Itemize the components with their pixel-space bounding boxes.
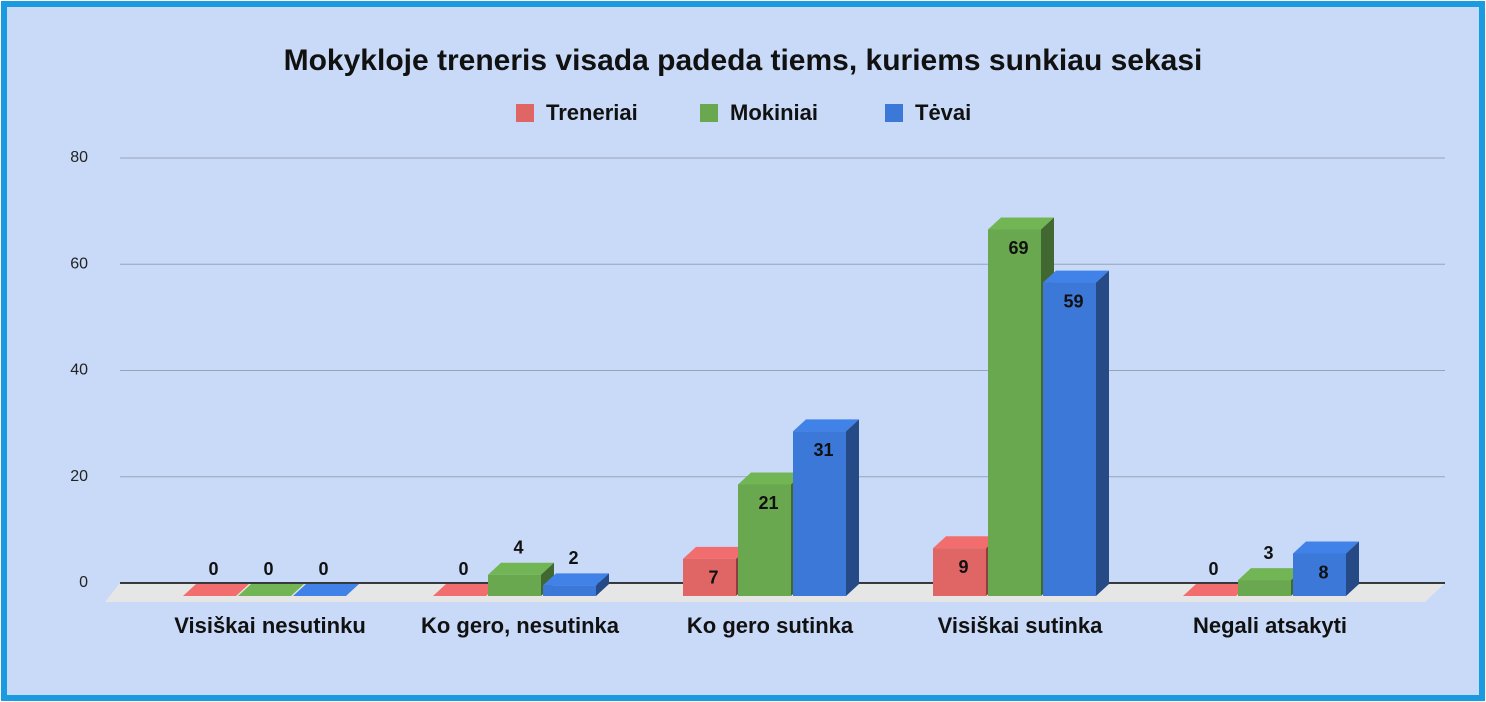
data-label: 59 [1063,291,1083,311]
data-label: 0 [1208,559,1218,579]
legend-swatch [700,104,718,122]
y-tick-label: 20 [70,468,88,485]
x-tick-label: Ko gero, nesutinka [420,613,620,638]
bar-top [488,562,554,575]
legend-label: Treneriai [546,100,638,125]
y-tick-label: 0 [79,574,88,591]
y-tick-label: 40 [70,362,88,379]
bar [1043,270,1109,596]
data-label: 0 [208,559,218,579]
bar-top [683,546,749,559]
bar-top [433,584,499,596]
legend-swatch [516,104,534,122]
bar [238,584,304,596]
data-label: 0 [318,559,328,579]
bar-side [596,573,609,596]
bar-front [988,229,1041,596]
bar-front [1043,282,1096,596]
bar-top [988,217,1054,230]
data-label: 2 [568,548,578,568]
bar-top [738,472,804,485]
bar [433,584,499,596]
bar-side [1346,541,1359,596]
bar-top [933,536,999,549]
bar [793,419,859,596]
y-tick-label: 60 [70,255,88,272]
bar-top [1238,568,1304,581]
data-label: 0 [458,559,468,579]
bar-top [293,584,359,596]
data-label: 8 [1318,562,1328,582]
chart-title: Mokykloje treneris visada padeda tiems, … [284,44,1203,77]
x-tick-label: Ko gero sutinka [686,613,854,638]
bar-top [793,419,859,432]
x-tick-label: Visiškai sutinka [937,613,1103,638]
bar-front [933,548,986,596]
bar-front [488,574,541,596]
bar-side [1096,270,1109,596]
bar [1183,584,1249,596]
data-label: 21 [758,493,778,513]
bar-top [238,584,304,596]
data-label: 69 [1008,238,1028,258]
data-label: 4 [513,538,523,558]
data-label: 0 [263,559,273,579]
bar-front [683,558,736,596]
bar-front [738,484,791,596]
bar-top [543,573,609,586]
bar [543,573,609,596]
bar-top [1043,270,1109,283]
x-tick-label: Visiškai nesutinku [174,613,366,638]
data-label: 3 [1263,543,1273,563]
bar-top [1293,541,1359,554]
bar-front [1293,553,1346,596]
legend-label: Tėvai [915,100,971,125]
bar [1293,541,1359,596]
data-label: 31 [813,440,833,460]
data-label: 9 [958,557,968,577]
legend-label: Mokiniai [730,100,818,125]
bar-side [846,419,859,596]
y-tick-label: 80 [70,149,88,166]
legend-swatch [885,104,903,122]
data-label: 7 [708,568,718,588]
bar-front [793,431,846,596]
bar [293,584,359,596]
bar-front [1238,580,1291,596]
bar-front [543,585,596,596]
bar-top [183,584,249,596]
bar [183,584,249,596]
bar-top [1183,584,1249,596]
x-tick-label: Negali atsakyti [1192,613,1348,638]
